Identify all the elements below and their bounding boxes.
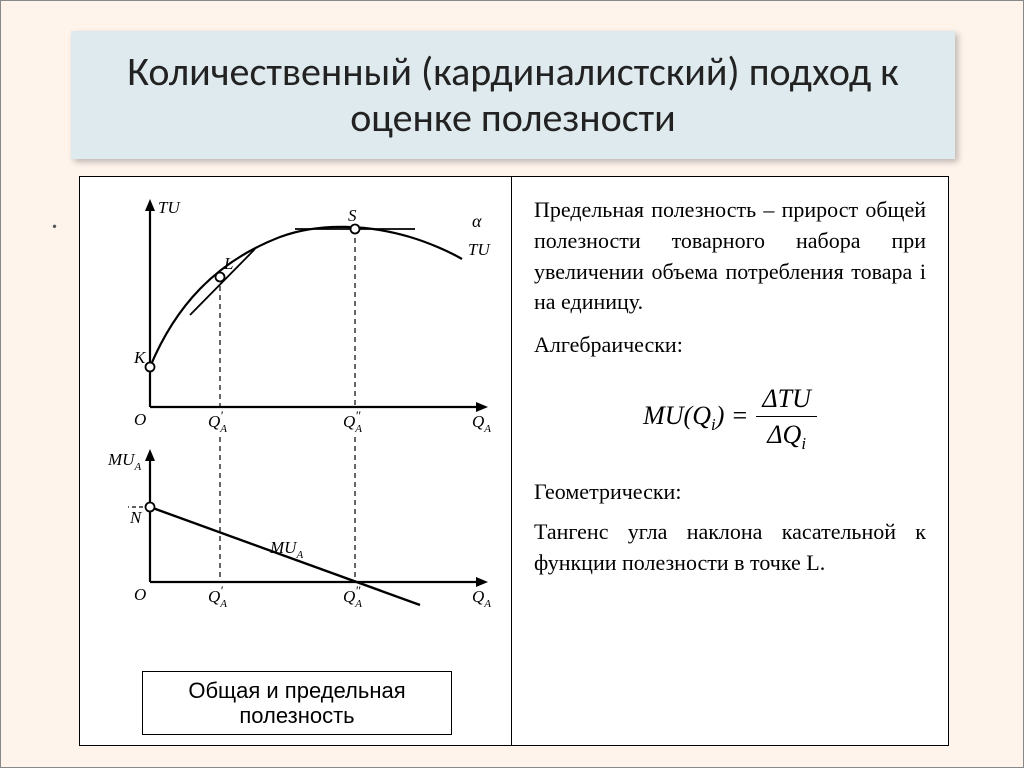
tu-panel-label: α (472, 211, 482, 231)
title-box: Количественный (кардиналистский) подход … (71, 31, 955, 159)
mu-chart: MUA N MUA O QAʹ QAʺ QA (80, 437, 512, 667)
formula-lhs: MU(Qi) = (643, 403, 748, 434)
mu-origin: O (134, 585, 146, 604)
content-frame: TU α TU K L S O QAʹ QAʺ QA (79, 176, 949, 746)
formula-num: ΔTU (756, 383, 817, 417)
tu-y-label: TU (158, 198, 181, 217)
point-n-label: N (129, 508, 143, 527)
svg-text:QA: QA (472, 587, 491, 610)
tu-chart: TU α TU K L S O QAʹ QAʺ QA (80, 177, 512, 437)
svg-text:QAʹ: QAʹ (208, 408, 227, 435)
tu-curve-label: TU (468, 240, 491, 259)
geometric-text: Тангенс угла наклона касательной к функц… (534, 517, 926, 579)
chart-caption: Общая и предельная полезность (147, 678, 447, 729)
svg-text:QA: QA (472, 412, 491, 435)
slide-title: Количественный (кардиналистский) подход … (97, 49, 929, 141)
svg-text:QAʺ: QAʺ (343, 583, 362, 610)
left-column: TU α TU K L S O QAʹ QAʺ QA (80, 177, 512, 745)
formula-fraction: ΔTU ΔQi (756, 383, 817, 455)
point-s-label: S (348, 206, 357, 225)
svg-text:QAʺ: QAʺ (343, 408, 362, 435)
slide: Количественный (кардиналистский) подход … (0, 0, 1024, 768)
formula: MU(Qi) = ΔTU ΔQi (534, 383, 926, 455)
geometric-label: Геометрически: (534, 477, 926, 508)
formula-den: ΔQi (767, 417, 806, 454)
right-column: Предельная полезность – прирост общей по… (512, 177, 948, 745)
point-k-label: K (133, 348, 147, 367)
definition-text: Предельная полезность – прирост общей по… (534, 195, 926, 318)
point-l-label: L (223, 254, 233, 273)
mu-y-label: MUA (107, 450, 141, 473)
svg-text:QAʹ: QAʹ (208, 583, 227, 610)
tu-origin: O (134, 410, 146, 429)
algebraic-label: Алгебраически: (534, 330, 926, 361)
bullet-dot: . (51, 201, 58, 236)
chart-caption-box: Общая и предельная полезность (142, 671, 452, 735)
